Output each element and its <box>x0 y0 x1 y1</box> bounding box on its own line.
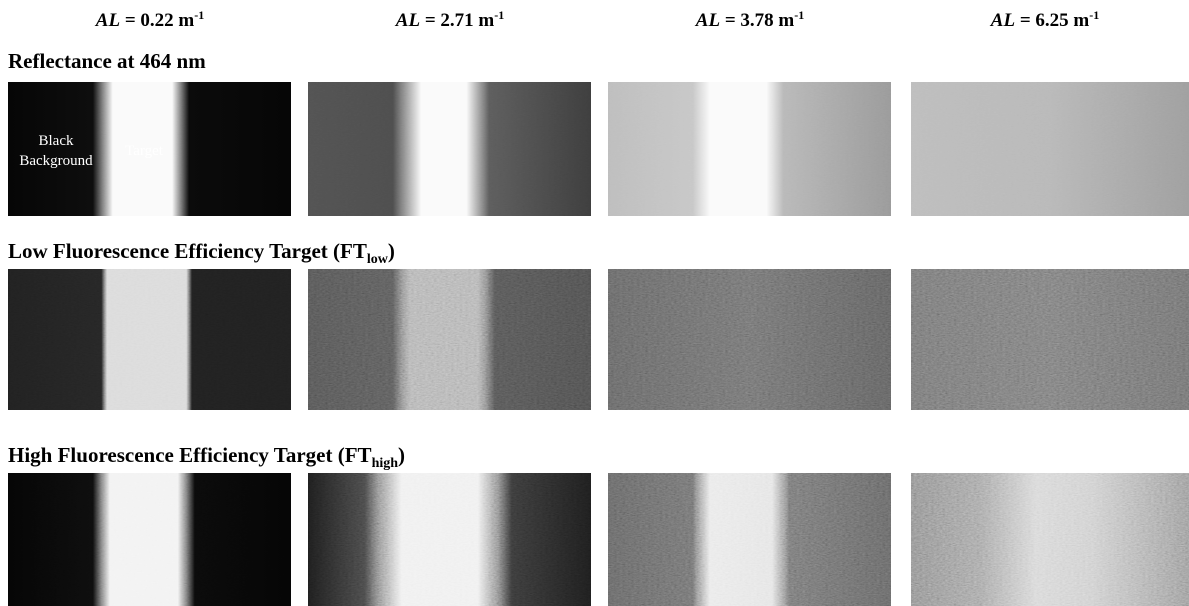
image-noise <box>608 269 891 410</box>
subscript: high <box>372 456 399 471</box>
figure: AL = 0.22 m-1 AL = 2.71 m-1 AL = 3.78 m-… <box>0 0 1189 606</box>
header-text: = 6.25 m <box>1015 10 1089 31</box>
image-noise <box>608 82 891 216</box>
image-noise <box>608 473 891 606</box>
header-text: = 3.78 m <box>720 10 794 31</box>
variable: AL <box>990 10 1015 31</box>
column-header: AL = 2.71 m-1 <box>395 8 504 31</box>
row-title: High Fluorescence Efficiency Target (FTh… <box>8 443 405 471</box>
superscript: -1 <box>494 8 504 22</box>
header-text: = 0.22 m <box>120 10 194 31</box>
superscript: -1 <box>194 8 204 22</box>
column-header: AL = 6.25 m-1 <box>990 8 1099 31</box>
image-noise <box>911 473 1189 606</box>
image-noise <box>911 82 1189 216</box>
title-text: High Fluorescence Efficiency Target (FT <box>8 443 372 467</box>
superscript: -1 <box>794 8 804 22</box>
title-text: ) <box>398 443 405 467</box>
column-header: AL = 0.22 m-1 <box>95 8 204 31</box>
row-title: Low Fluorescence Efficiency Target (FTlo… <box>8 239 395 267</box>
image-noise <box>308 82 591 216</box>
image-noise <box>8 269 291 410</box>
annotation: Background <box>19 153 93 169</box>
image-noise <box>308 269 591 410</box>
annotation: Target <box>125 143 164 159</box>
variable: AL <box>395 10 420 31</box>
header-text: = 2.71 m <box>420 10 494 31</box>
title-text: Low Fluorescence Efficiency Target (FT <box>8 239 367 263</box>
subscript: low <box>367 252 389 267</box>
annotation: Black <box>39 133 74 149</box>
variable: AL <box>695 10 720 31</box>
title-text: Reflectance at 464 nm <box>8 49 206 73</box>
image-noise <box>911 269 1189 410</box>
image-noise <box>308 473 591 606</box>
superscript: -1 <box>1089 8 1099 22</box>
image-noise <box>8 473 291 606</box>
row-title: Reflectance at 464 nm <box>8 49 206 73</box>
title-text: ) <box>388 239 395 263</box>
variable: AL <box>95 10 120 31</box>
column-header: AL = 3.78 m-1 <box>695 8 804 31</box>
